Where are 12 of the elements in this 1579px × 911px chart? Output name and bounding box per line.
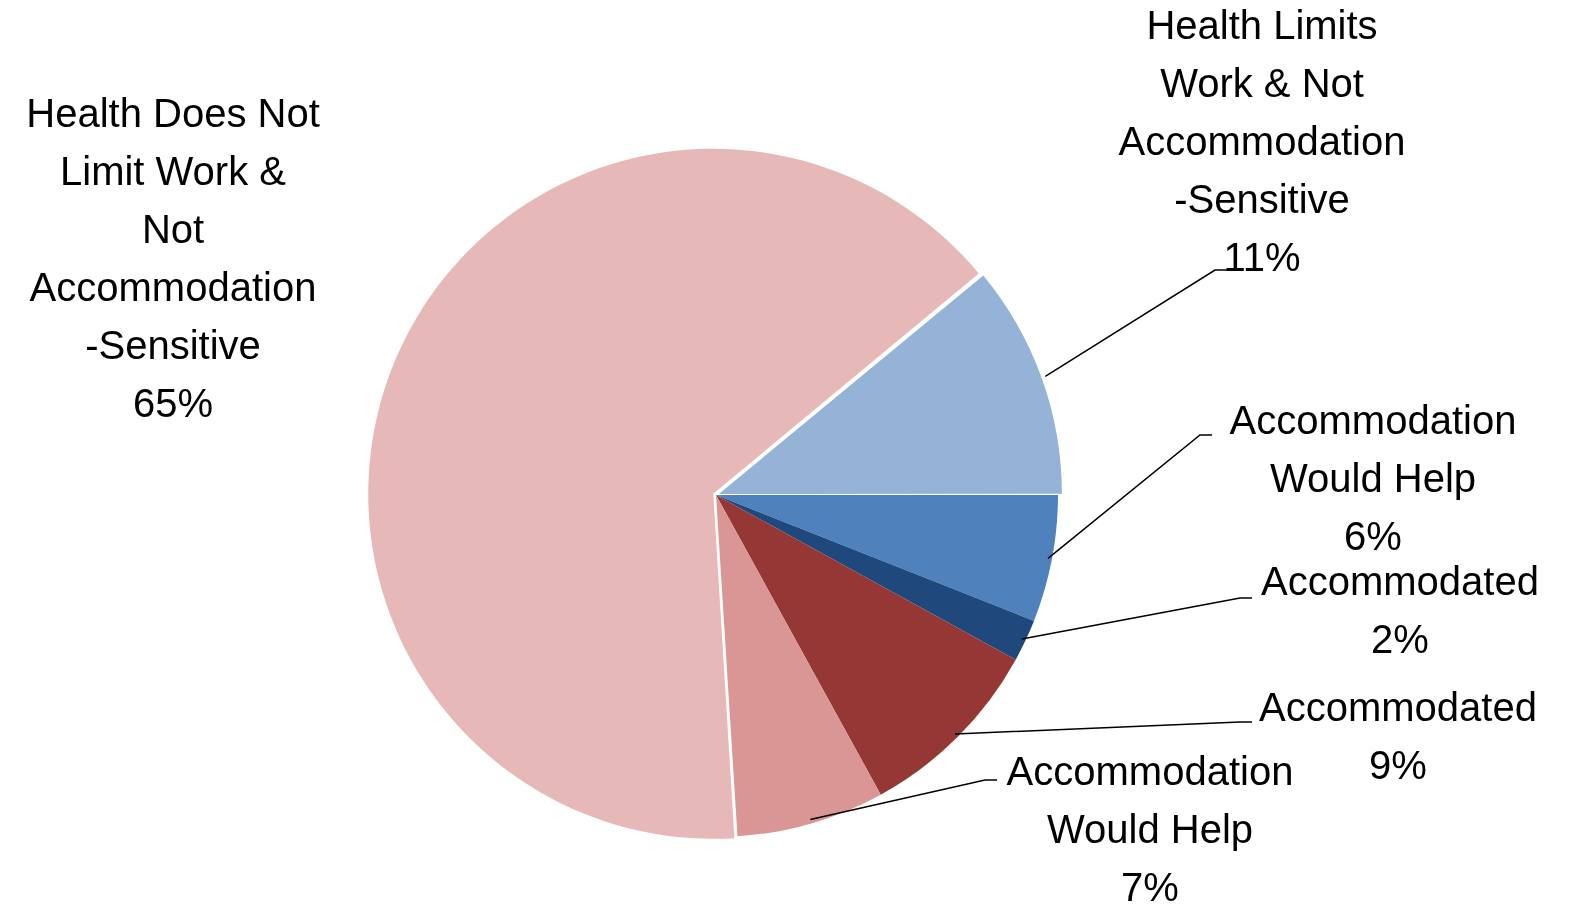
slice-label: Health Limits Work & Not Accommodation-Sensitive xyxy=(1118,3,1406,222)
data-label: 11% xyxy=(1223,235,1301,280)
slice-label: Accommodation Would Help xyxy=(1006,749,1294,852)
slice-label: Accommodation Would Help xyxy=(1229,398,1517,501)
data-label: 6% xyxy=(1344,514,1402,559)
slice-label: Accommodated xyxy=(1259,685,1537,730)
data-label: 9% xyxy=(1369,743,1427,788)
slice-label: Health Does Not Limit Work & Not Accommodation-Sensitive xyxy=(26,91,320,368)
data-label: 7% xyxy=(1121,865,1179,910)
data-label: 65% xyxy=(132,381,214,426)
data-label: 2% xyxy=(1371,617,1429,662)
slice-label: Accommodated xyxy=(1261,559,1539,604)
